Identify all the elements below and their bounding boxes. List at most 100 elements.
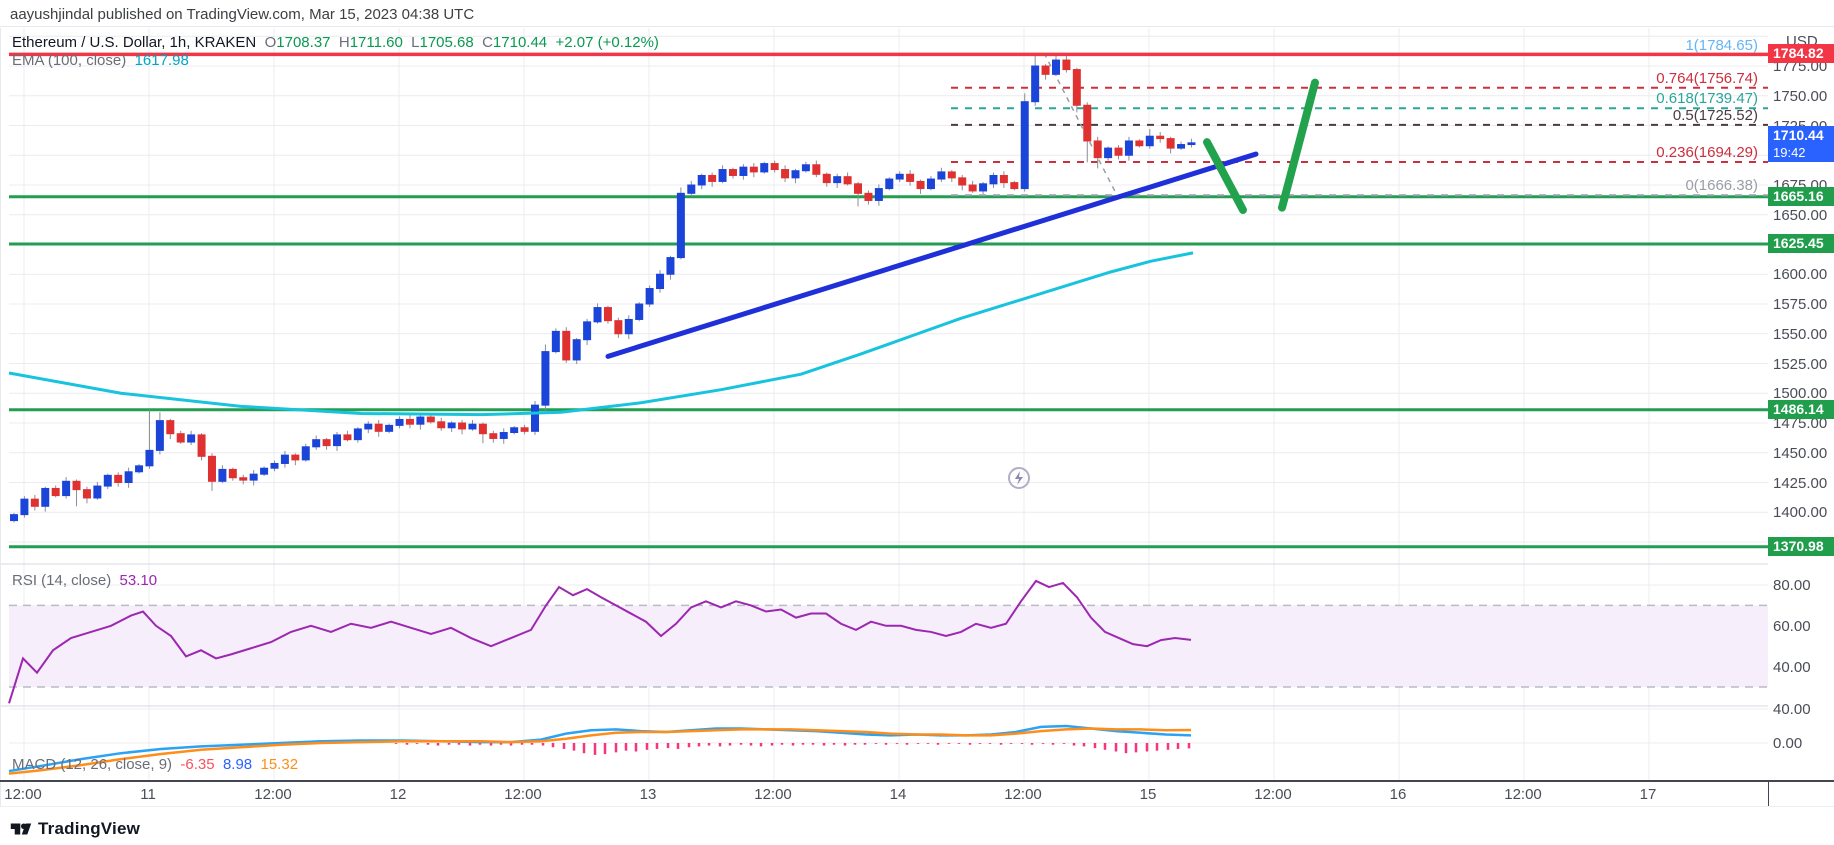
candle xyxy=(239,477,248,481)
candle xyxy=(572,339,581,361)
candle xyxy=(551,330,560,353)
candle xyxy=(749,166,758,173)
candle xyxy=(958,177,967,186)
candle xyxy=(916,180,925,190)
low-value: 1705.68 xyxy=(419,34,474,51)
open-value: 1708.37 xyxy=(276,34,331,51)
price-chart-canvas[interactable] xyxy=(0,28,1834,806)
candle xyxy=(833,176,842,184)
candle xyxy=(635,303,644,320)
brand-name: TradingView xyxy=(38,819,141,838)
price-axis-label: 1500.00 xyxy=(1773,385,1828,403)
candle xyxy=(405,418,414,425)
candle xyxy=(228,468,237,479)
candle xyxy=(270,462,279,469)
candle xyxy=(41,487,50,507)
candle xyxy=(895,173,904,180)
tradingview-brand[interactable]: TradingView xyxy=(10,818,140,840)
macd-hist-value: -6.35 xyxy=(180,756,215,773)
candle xyxy=(770,163,779,171)
candle xyxy=(510,427,519,434)
ema-value: 1617.98 xyxy=(134,52,189,69)
candle xyxy=(249,473,258,481)
fib-level-label: 1(1784.65) xyxy=(1685,36,1758,54)
rsi-label: RSI (14, close) xyxy=(12,572,112,589)
candle xyxy=(697,174,706,186)
candle xyxy=(343,434,352,441)
price-badge: 1486.14 xyxy=(1768,399,1834,419)
time-axis-label: 13 xyxy=(639,786,657,803)
time-axis-corner xyxy=(1768,780,1834,806)
price-badge: 1665.16 xyxy=(1768,186,1834,206)
candle xyxy=(51,487,60,497)
price-badge: 1370.98 xyxy=(1768,536,1834,556)
rsi-legend[interactable]: RSI (14, close) 53.10 xyxy=(12,572,157,589)
chart-svg[interactable] xyxy=(1,28,1834,806)
candle xyxy=(676,192,685,259)
candle xyxy=(395,418,404,426)
candle xyxy=(187,434,196,443)
candle xyxy=(333,434,342,447)
candle xyxy=(541,351,550,406)
candle xyxy=(1020,101,1029,190)
candle xyxy=(593,307,602,323)
candle xyxy=(20,498,29,516)
candle xyxy=(989,174,998,185)
candle xyxy=(1041,65,1050,75)
candle xyxy=(718,169,727,182)
rsi-band xyxy=(9,605,1768,687)
ohlc-values: O1708.37 H1711.60 L1705.68 C1710.44 +2.0… xyxy=(264,34,659,51)
rsi-axis-label: 40.00 xyxy=(1773,658,1811,676)
publish-header: aayushjindal published on TradingView.co… xyxy=(0,0,1834,27)
fib-connector-line xyxy=(1043,52,1118,196)
macd-label: MACD (12, 26, close, 9) xyxy=(12,756,173,773)
candle xyxy=(1083,104,1092,142)
macd-signal-value: 15.32 xyxy=(260,756,299,773)
candle xyxy=(447,422,456,429)
candle xyxy=(979,183,988,192)
candle xyxy=(155,420,164,451)
candle xyxy=(812,164,821,175)
time-axis[interactable] xyxy=(0,780,1768,806)
candle xyxy=(82,489,91,499)
rsi-value: 53.10 xyxy=(119,572,158,589)
price-axis-label: 1400.00 xyxy=(1773,504,1828,522)
macd-legend[interactable]: MACD (12, 26, close, 9) -6.35 8.98 15.32 xyxy=(12,756,298,773)
candle xyxy=(926,178,935,190)
candle xyxy=(176,433,185,443)
candle xyxy=(885,178,894,190)
candle xyxy=(458,422,467,430)
candle xyxy=(103,474,112,487)
candle xyxy=(562,330,571,361)
candle xyxy=(1031,65,1040,103)
projection-stroke xyxy=(1203,138,1247,214)
candle xyxy=(937,171,946,180)
candle xyxy=(437,421,446,429)
candle xyxy=(280,454,289,464)
time-axis-label: 12:00 xyxy=(1254,786,1292,803)
candle xyxy=(145,449,154,467)
price-badge: 1625.45 xyxy=(1768,233,1834,253)
candle xyxy=(906,173,915,182)
candle xyxy=(822,173,831,184)
candle xyxy=(624,318,633,335)
candle xyxy=(1062,59,1071,71)
candle xyxy=(874,188,883,201)
candle xyxy=(1093,140,1102,159)
candle xyxy=(312,439,321,448)
rsi-axis-label: 80.00 xyxy=(1773,577,1811,594)
price-axis-label: 1450.00 xyxy=(1773,444,1828,462)
ema-legend[interactable]: EMA (100, close) 1617.98 xyxy=(12,52,189,69)
price-badge: 1784.82 xyxy=(1768,44,1834,64)
price-axis-label: 1575.00 xyxy=(1773,296,1828,313)
time-axis-label: 15 xyxy=(1139,786,1157,803)
candle xyxy=(301,446,310,461)
symbol-legend[interactable]: Ethereum / U.S. Dollar, 1h, KRAKEN O1708… xyxy=(12,34,659,51)
candle xyxy=(645,288,654,305)
candle xyxy=(1187,142,1196,146)
macd-line-value: 8.98 xyxy=(222,756,253,773)
candle xyxy=(385,424,394,432)
fib-level-label: 0.764(1756.74) xyxy=(1656,69,1758,87)
candle xyxy=(1124,140,1133,156)
candle xyxy=(197,434,206,457)
